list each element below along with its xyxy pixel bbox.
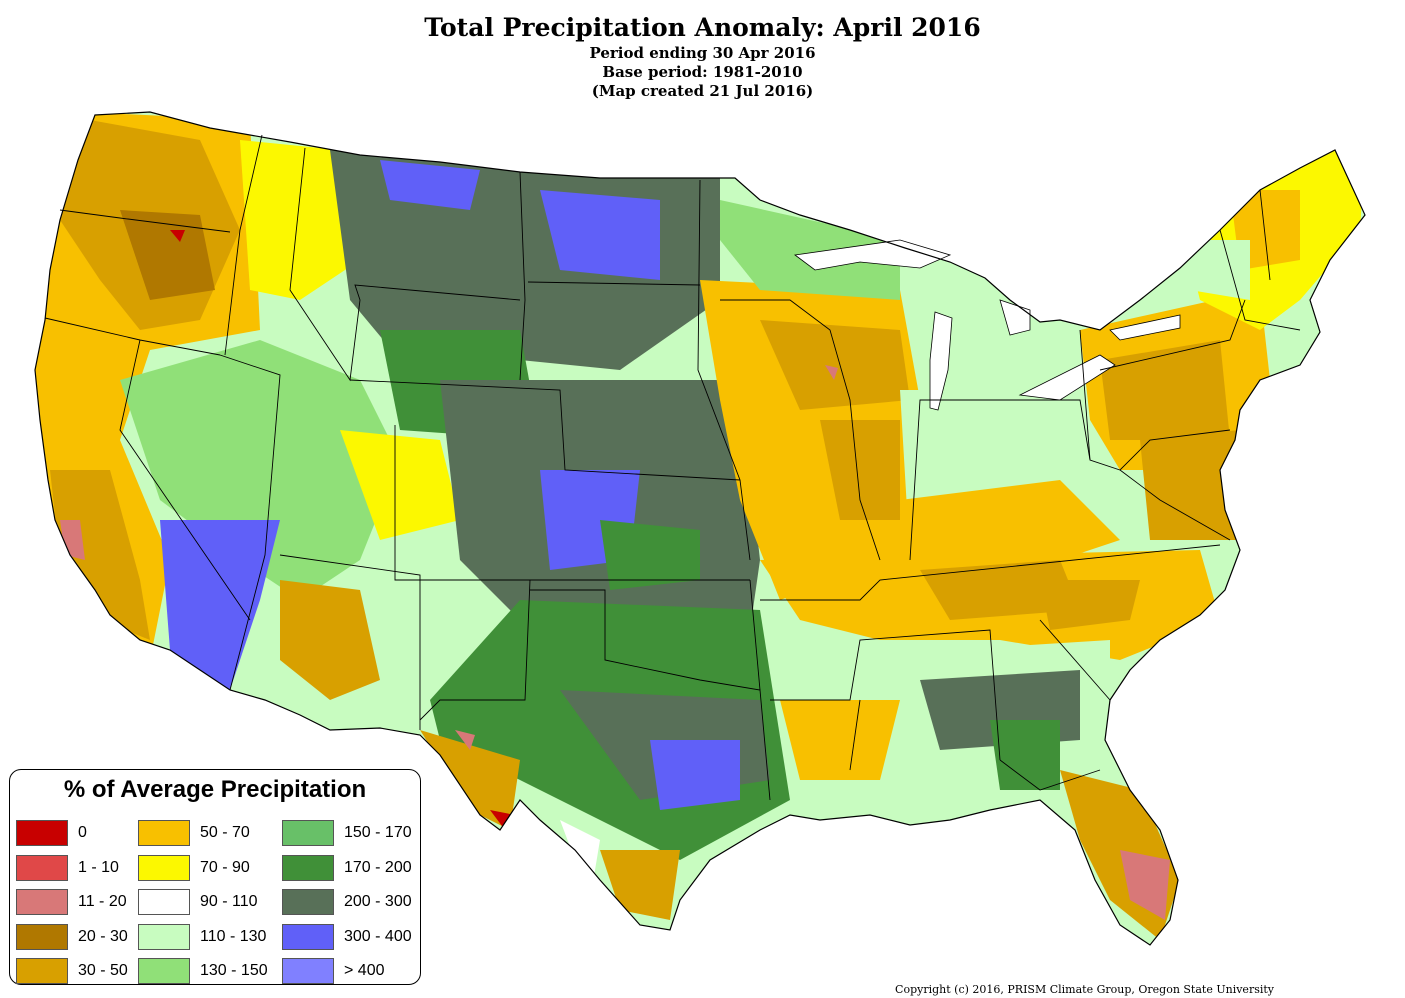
legend-swatch xyxy=(16,923,68,950)
legend-label: 50 - 70 xyxy=(200,824,250,841)
legend-swatch xyxy=(138,854,190,881)
legend-swatch xyxy=(16,854,68,881)
map-title: Total Precipitation Anomaly: April 2016 xyxy=(424,13,981,42)
state-boundaries xyxy=(44,134,1301,801)
legend: % of Average Precipitation 0 1 - 10 11 -… xyxy=(9,769,421,985)
legend-label: 110 - 130 xyxy=(200,927,267,945)
great-lakes xyxy=(793,239,1181,411)
legend-label: 1 - 10 xyxy=(78,858,119,876)
legend-swatch xyxy=(282,820,334,846)
legend-label: 70 - 90 xyxy=(200,858,250,876)
legend-title: % of Average Precipitation xyxy=(63,776,367,803)
legend-swatch xyxy=(138,820,190,846)
legend-label: 150 - 170 xyxy=(344,824,412,841)
legend-label: 130 - 150 xyxy=(200,962,268,979)
legend-swatch xyxy=(16,958,68,984)
legend-swatch xyxy=(16,889,68,915)
legend-label: > 400 xyxy=(344,962,385,979)
legend-label: 90 - 110 xyxy=(200,893,258,910)
legend-label: 0 xyxy=(78,824,87,841)
legend-label: 200 - 300 xyxy=(344,893,412,910)
period-ending: Period ending 30 Apr 2016 xyxy=(589,44,816,62)
legend-swatch xyxy=(282,889,334,915)
legend-label: 11 - 20 xyxy=(78,893,127,910)
copyright-notice: Copyright (c) 2016, PRISM Climate Group,… xyxy=(895,983,1274,996)
legend-swatch xyxy=(138,889,190,915)
legend-swatch xyxy=(282,854,334,881)
legend-swatch xyxy=(16,820,68,846)
legend-label: 20 - 30 xyxy=(78,927,128,945)
map-header: Total Precipitation Anomaly: April 2016 … xyxy=(0,12,1405,101)
legend-swatch xyxy=(138,923,190,950)
map-created: (Map created 21 Jul 2016) xyxy=(591,82,814,100)
legend-label: 300 - 400 xyxy=(344,927,412,945)
legend-swatch xyxy=(282,958,334,984)
legend-label: 170 - 200 xyxy=(344,858,412,876)
base-period: Base period: 1981-2010 xyxy=(602,63,803,81)
legend-swatch xyxy=(282,923,334,950)
legend-label: 30 - 50 xyxy=(78,962,128,979)
legend-swatch xyxy=(138,958,190,984)
